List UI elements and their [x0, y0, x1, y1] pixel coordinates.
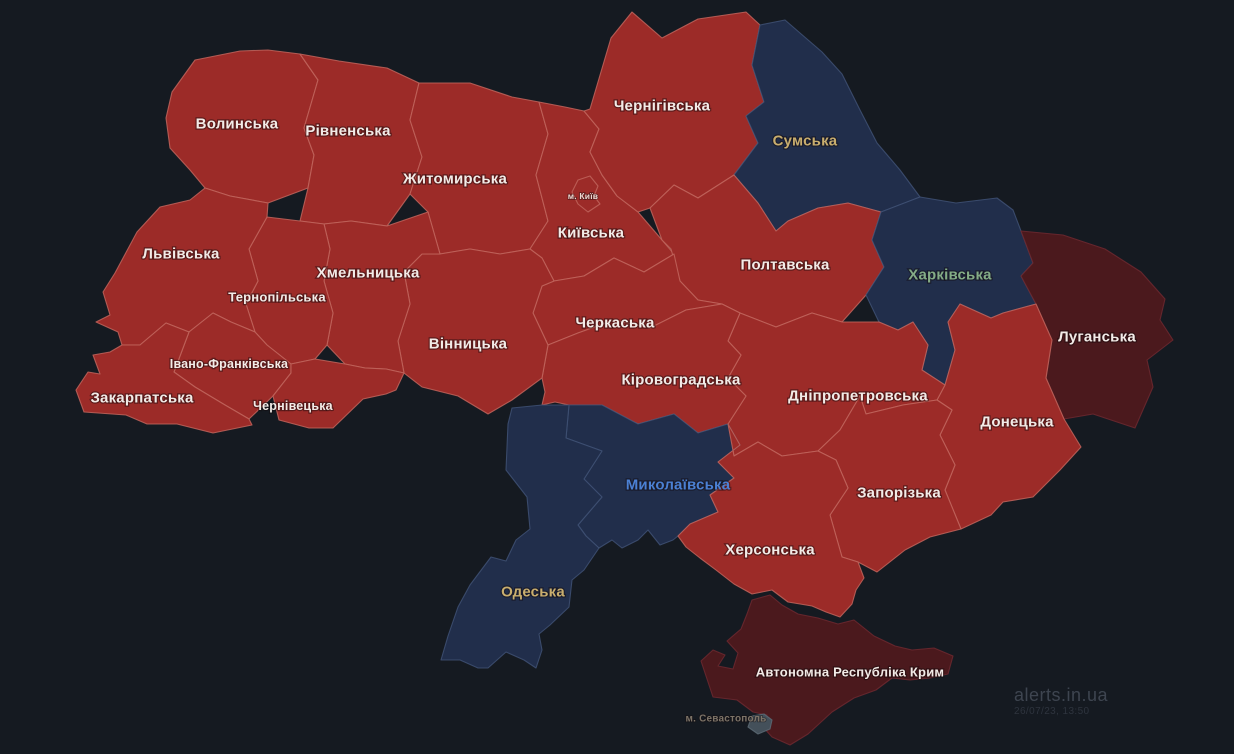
region-rivne[interactable]	[299, 53, 423, 227]
region-luhansk[interactable]	[1020, 230, 1174, 429]
region-vinnytsia[interactable]	[397, 248, 555, 415]
region-kyiv-city[interactable]	[571, 175, 601, 213]
region-sumy[interactable]	[733, 19, 921, 232]
region-zakarpattia[interactable]	[75, 322, 253, 434]
region-crimea[interactable]	[700, 594, 954, 746]
watermark: alerts.in.ua 26/07/23, 13:50	[1014, 686, 1108, 717]
region-volyn[interactable]	[165, 49, 319, 204]
region-odesa[interactable]	[440, 404, 603, 669]
watermark-timestamp: 26/07/23, 13:50	[1014, 705, 1090, 717]
watermark-brand: alerts.in.ua	[1014, 685, 1109, 705]
region-kherson[interactable]	[677, 423, 865, 618]
region-lviv[interactable]	[95, 187, 269, 346]
region-sevastopol[interactable]	[747, 713, 773, 735]
region-chernivtsi[interactable]	[272, 358, 405, 429]
